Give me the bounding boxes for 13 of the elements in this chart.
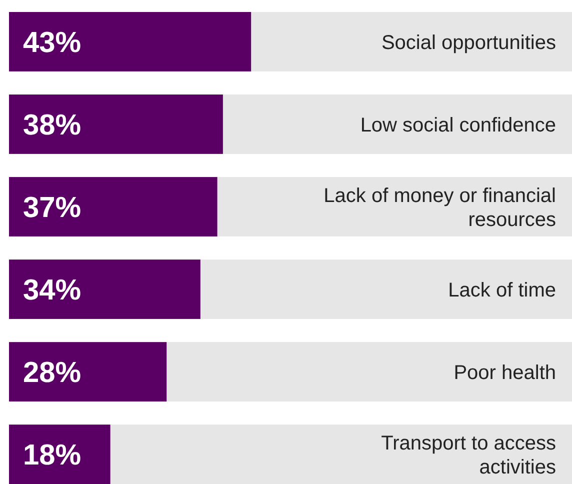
y-tick-label: Low social confidence [360,114,556,136]
data-label: 43% [23,27,82,60]
y-tick-label: Social opportunities [381,32,556,54]
data-label: 37% [23,192,82,224]
y-tick-label: Transport to access activities [381,432,556,478]
data-label: 34% [23,274,82,307]
data-label: 38% [23,110,82,142]
y-tick-label: Lack of time [448,279,556,302]
y-tick-label: Poor health [454,362,556,384]
data-label: 28% [23,357,82,390]
bar [9,424,110,484]
y-tick-label: Lack of money or financial resources [324,184,556,231]
data-label: 18% [23,440,82,472]
